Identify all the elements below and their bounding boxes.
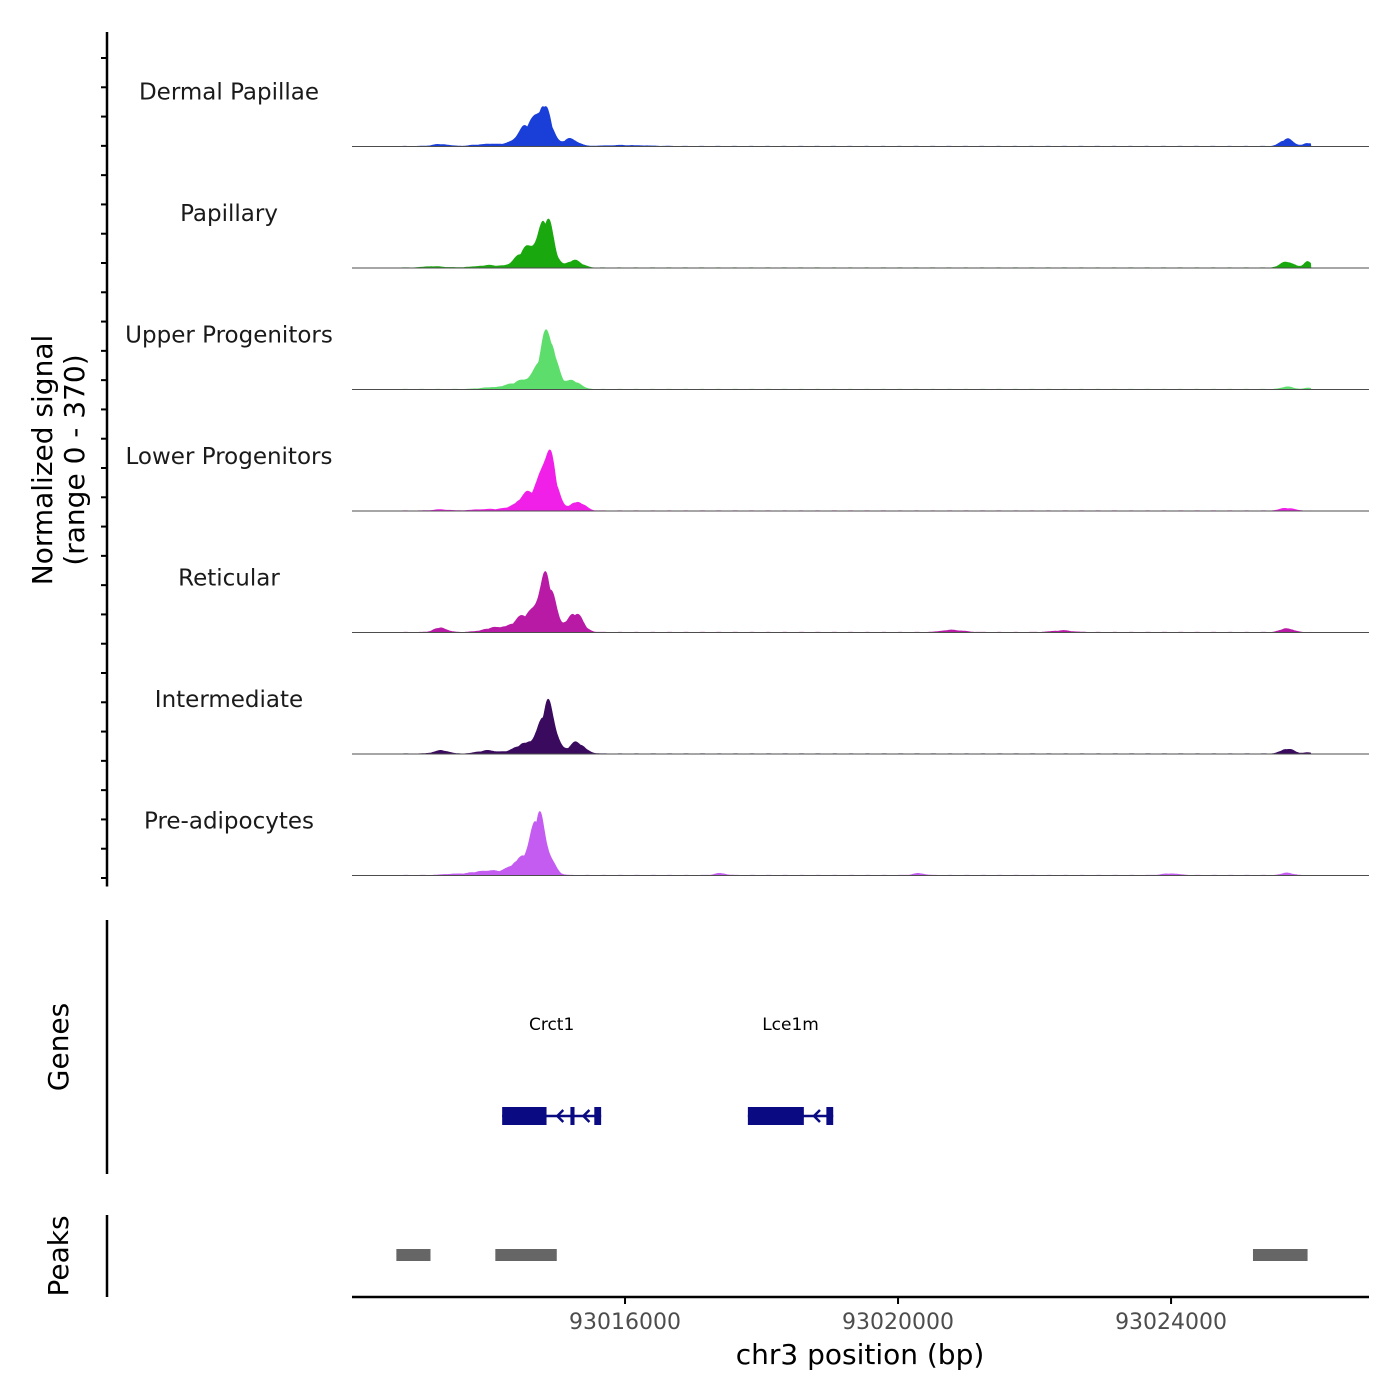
- track-label: Dermal Papillae: [139, 80, 319, 106]
- peak-region: [495, 1249, 557, 1261]
- track-pre-adipocytes: Pre-adipocytes: [144, 809, 1369, 876]
- track-label: Papillary: [180, 201, 278, 227]
- track-papillary: Papillary: [180, 201, 1369, 269]
- gene-exon: [826, 1107, 834, 1125]
- x-tick-label: 93020000: [842, 1310, 954, 1335]
- coverage-area: [399, 571, 1312, 633]
- gene-exon: [502, 1107, 547, 1125]
- strand-arrow: [812, 1109, 821, 1123]
- gene-exon: [594, 1107, 602, 1125]
- gene-exon: [747, 1107, 804, 1125]
- coverage-area: [399, 218, 1312, 269]
- peak-regions: [396, 1249, 1308, 1261]
- track-intermediate: Intermediate: [155, 687, 1369, 755]
- y-axis-title-line1: Normalized signal: [26, 335, 59, 586]
- track-label: Upper Progenitors: [125, 323, 333, 349]
- gene-label: Lce1m: [762, 1015, 819, 1035]
- gene-lce1m: Lce1m: [747, 1015, 834, 1125]
- gene-label: Crct1: [529, 1015, 574, 1035]
- track-dermal-papillae: Dermal Papillae: [139, 80, 1369, 147]
- track-label: Lower Progenitors: [126, 444, 333, 470]
- track-label: Reticular: [178, 566, 280, 592]
- x-tick-label: 93024000: [1115, 1310, 1227, 1335]
- coverage-area: [399, 698, 1312, 755]
- y-axis-signal: [101, 32, 109, 887]
- gene-exon: [570, 1107, 575, 1125]
- coverage-area: [399, 449, 1312, 512]
- track-reticular: Reticular: [178, 566, 1369, 633]
- peak-region: [1252, 1249, 1308, 1261]
- coverage-area: [399, 329, 1312, 390]
- peak-region: [396, 1249, 431, 1261]
- track-label: Intermediate: [155, 687, 303, 713]
- gene-annotations: Crct1 Lce1m: [502, 1015, 834, 1125]
- track-lower-progenitors: Lower Progenitors: [126, 444, 1369, 512]
- strand-arrow: [581, 1109, 591, 1123]
- strand-arrow: [555, 1109, 565, 1123]
- track-upper-progenitors: Upper Progenitors: [125, 323, 1369, 390]
- y-axis-title-line2: (range 0 - 370): [58, 354, 91, 565]
- genes-track-title: Genes: [42, 1003, 75, 1091]
- x-axis-ticks: 93016000 93020000 93024000: [569, 1297, 1227, 1335]
- x-tick-label: 93016000: [569, 1310, 681, 1335]
- x-axis-title: chr3 position (bp): [736, 1338, 985, 1371]
- track-label: Pre-adipocytes: [144, 809, 314, 835]
- peaks-track-title: Peaks: [42, 1215, 75, 1296]
- gene-crct1: Crct1: [502, 1015, 602, 1125]
- coverage-area: [399, 810, 1312, 876]
- coverage-tracks: Dermal Papillae Papillary Upper Progenitor…: [125, 80, 1369, 876]
- coverage-area: [399, 106, 1312, 147]
